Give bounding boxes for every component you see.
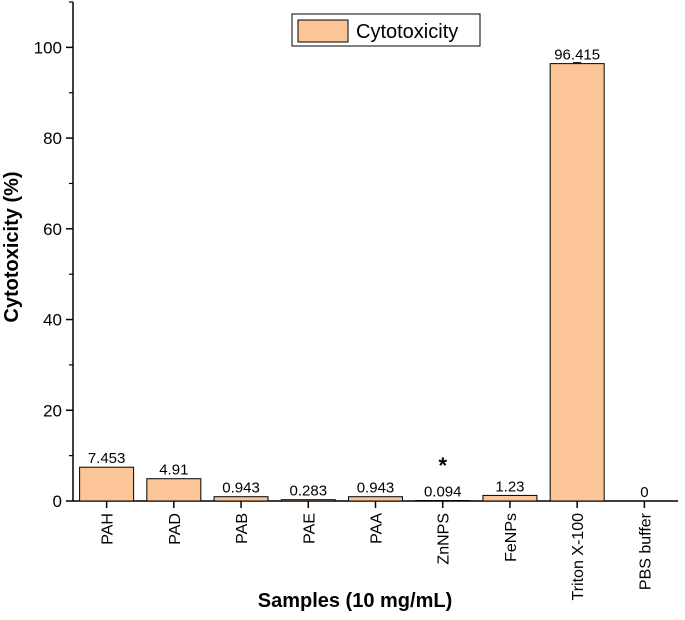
y-tick-label: 0	[53, 492, 62, 511]
data-label: 96.415	[554, 47, 600, 64]
x-tick-label: PAD	[167, 513, 184, 545]
legend-swatch	[297, 19, 349, 43]
x-tick-label: PAE	[301, 513, 318, 544]
data-label: 0.094	[424, 484, 462, 501]
y-tick-label: 100	[34, 38, 62, 57]
bar	[549, 63, 605, 502]
y-tick-label: 80	[43, 129, 62, 148]
significance-marker: *	[438, 453, 447, 478]
bar	[146, 478, 202, 502]
plot-area: 0 20 40 60 80 100 7.453 PAH 4.91 PAD 0.943 PAB 0.283…	[34, 1, 678, 601]
data-label: 0.283	[290, 483, 328, 500]
data-label: 7.453	[88, 450, 126, 467]
x-tick-label: Triton X-100	[570, 513, 587, 601]
data-label: 0.943	[357, 480, 395, 497]
x-tick-label: PAA	[369, 513, 386, 544]
y-tick-label: 60	[43, 220, 62, 239]
bar	[482, 494, 538, 502]
data-label: 1.23	[495, 478, 524, 495]
data-label: 0.943	[222, 480, 260, 497]
y-tick-label: 40	[43, 311, 62, 330]
data-label: 0	[640, 484, 648, 501]
x-tick-label: ZnNPS	[436, 513, 453, 565]
bar	[79, 466, 135, 502]
x-tick-label: PBS buffer	[637, 512, 654, 590]
bar	[280, 499, 336, 502]
x-tick-label: PAH	[100, 513, 117, 545]
y-axis-title: Cytotoxicity (%)	[1, 171, 23, 322]
bar	[348, 496, 403, 502]
x-tick-label: PAB	[234, 513, 251, 544]
data-label: 4.91	[159, 462, 188, 479]
bar	[213, 496, 269, 502]
x-tick-label: FeNPs	[503, 513, 520, 562]
y-tick-label: 20	[43, 401, 62, 420]
legend-label: Cytotoxicity	[356, 21, 458, 43]
legend: Cytotoxicity	[291, 13, 481, 47]
x-axis-title: Samples (10 mg/mL)	[258, 590, 453, 612]
